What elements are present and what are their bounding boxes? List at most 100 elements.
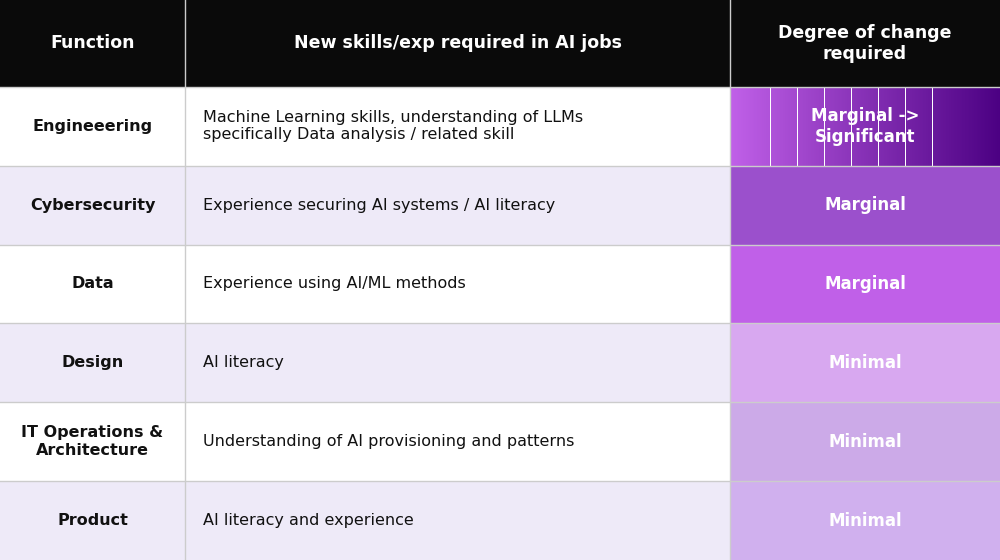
Text: Experience using AI/ML methods: Experience using AI/ML methods (203, 277, 466, 291)
Bar (730, 166, 1000, 245)
Bar (185, 87, 730, 166)
Bar (904, 87, 905, 166)
Bar (802, 87, 803, 166)
Bar (766, 87, 768, 166)
Bar (793, 87, 795, 166)
Bar (754, 87, 756, 166)
Bar (931, 87, 932, 166)
Bar (0, 245, 185, 324)
Bar (777, 87, 779, 166)
Bar (731, 87, 733, 166)
Bar (0, 87, 185, 166)
Bar (986, 87, 988, 166)
Bar (772, 87, 773, 166)
Bar (978, 87, 980, 166)
Bar (785, 87, 787, 166)
Bar (735, 87, 737, 166)
Bar (850, 87, 851, 166)
Bar (879, 87, 880, 166)
Bar (750, 87, 752, 166)
Bar (730, 0, 1000, 87)
Bar (877, 87, 878, 166)
Text: Design: Design (61, 356, 124, 370)
Bar (926, 87, 927, 166)
Bar (841, 87, 842, 166)
Bar (741, 87, 742, 166)
Bar (953, 87, 954, 166)
Bar (776, 87, 777, 166)
Bar (966, 87, 968, 166)
Bar (810, 87, 811, 166)
Bar (910, 87, 911, 166)
Bar (800, 87, 802, 166)
Bar (980, 87, 981, 166)
Bar (846, 87, 847, 166)
Bar (870, 87, 872, 166)
Bar (762, 87, 764, 166)
Bar (829, 87, 830, 166)
Bar (937, 87, 938, 166)
Bar (914, 87, 915, 166)
Bar (993, 87, 995, 166)
Bar (984, 87, 985, 166)
Bar (974, 87, 976, 166)
Bar (749, 87, 750, 166)
Bar (856, 87, 857, 166)
Bar (930, 87, 931, 166)
Bar (746, 87, 748, 166)
Bar (839, 87, 841, 166)
Bar (808, 87, 810, 166)
Bar (806, 87, 807, 166)
Bar (818, 87, 819, 166)
Bar (743, 87, 745, 166)
Bar (861, 87, 862, 166)
Text: Machine Learning skills, understanding of LLMs
specifically Data analysis / rela: Machine Learning skills, understanding o… (203, 110, 583, 142)
Bar (961, 87, 962, 166)
Bar (992, 87, 993, 166)
Bar (835, 87, 837, 166)
Bar (880, 87, 881, 166)
Bar (955, 87, 957, 166)
Text: Minimal: Minimal (828, 512, 902, 530)
Bar (906, 87, 907, 166)
Bar (795, 87, 796, 166)
Bar (783, 87, 784, 166)
Bar (739, 87, 741, 166)
Bar (738, 87, 739, 166)
Bar (796, 87, 797, 166)
Bar (949, 87, 950, 166)
Bar (764, 87, 765, 166)
Text: Experience securing AI systems / AI literacy: Experience securing AI systems / AI lite… (203, 198, 555, 213)
Bar (946, 87, 947, 166)
Bar (757, 87, 758, 166)
Bar (730, 481, 1000, 560)
Bar (934, 87, 935, 166)
Bar (982, 87, 984, 166)
Bar (873, 87, 874, 166)
Bar (973, 87, 974, 166)
Bar (868, 87, 869, 166)
Text: Engineeering: Engineeering (32, 119, 153, 134)
Bar (911, 87, 912, 166)
Bar (0, 166, 185, 245)
Bar (964, 87, 965, 166)
Bar (185, 245, 730, 324)
Bar (833, 87, 834, 166)
Bar (997, 87, 999, 166)
Bar (730, 402, 1000, 481)
Bar (899, 87, 900, 166)
Bar (843, 87, 845, 166)
Bar (923, 87, 924, 166)
Text: Degree of change
required: Degree of change required (778, 24, 952, 63)
Bar (814, 87, 815, 166)
Bar (788, 87, 789, 166)
Bar (775, 87, 776, 166)
Bar (769, 87, 770, 166)
Bar (881, 87, 883, 166)
Bar (812, 87, 814, 166)
Bar (960, 87, 961, 166)
Bar (965, 87, 966, 166)
Bar (888, 87, 889, 166)
Bar (824, 87, 826, 166)
Bar (730, 87, 731, 166)
